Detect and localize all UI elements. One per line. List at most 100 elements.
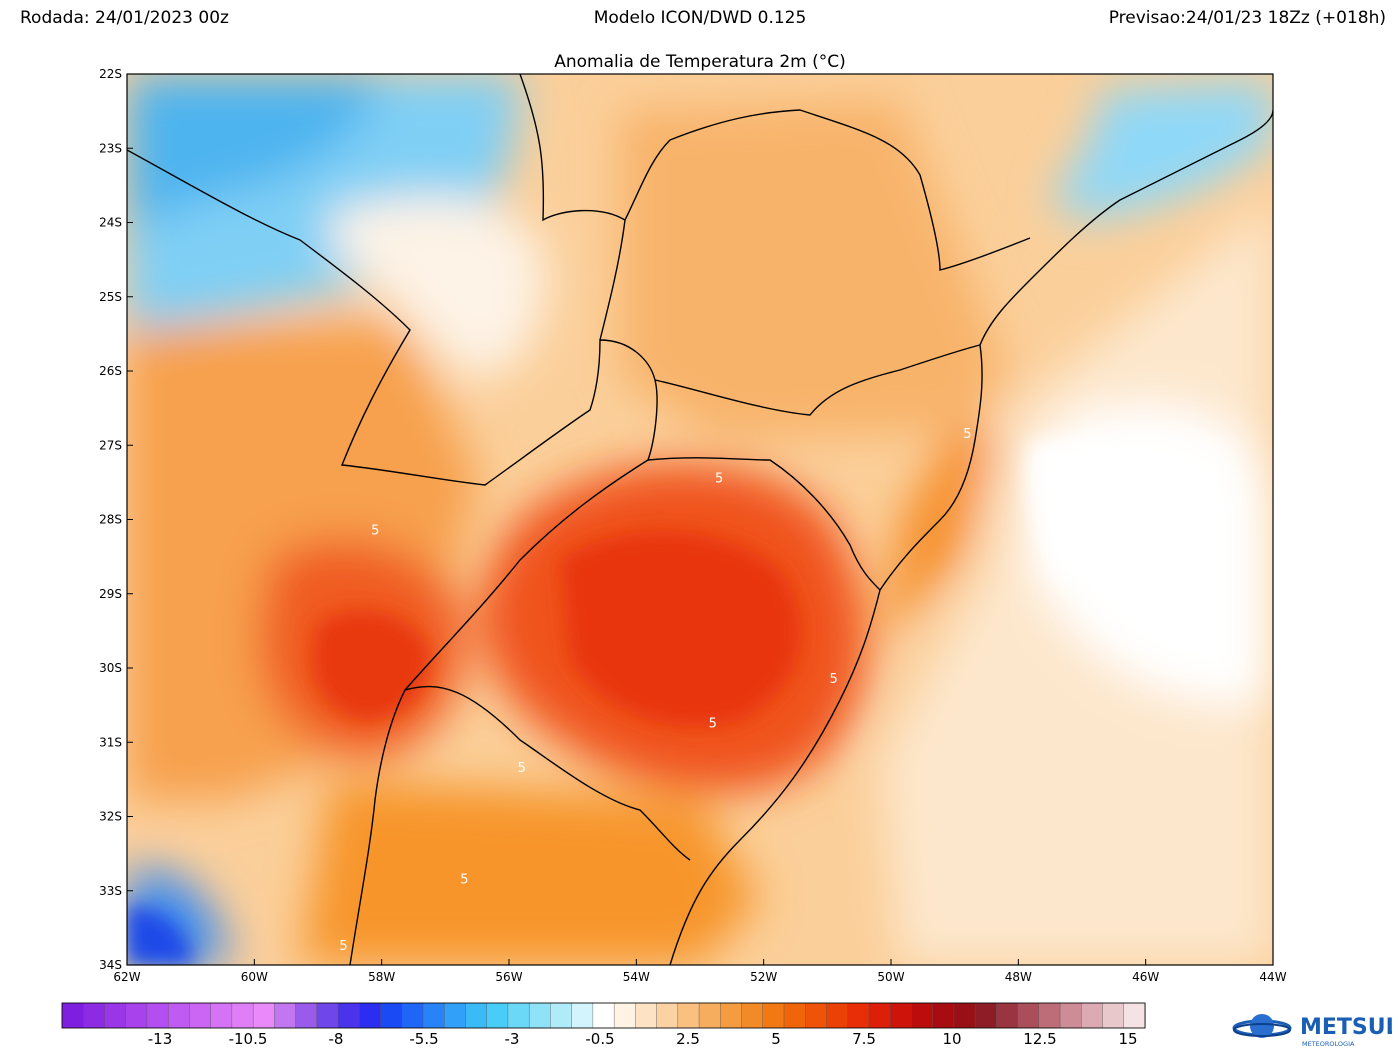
border-line-north [127,149,981,486]
colorbar-tick-label: -13 [148,1030,173,1048]
colorbar-swatch [528,1002,552,1029]
colorbar-swatch [444,1002,467,1029]
colorbar-swatch [550,1002,573,1029]
colder-northwest [127,74,380,230]
colorbar-swatch [167,1002,191,1029]
temperature-field [127,74,1273,965]
colorbar-swatch [953,1002,976,1029]
colorbar-swatch [592,1002,615,1029]
logo-text: METSUL [1300,1015,1392,1040]
colorbar-swatch [83,1002,106,1029]
contour-label: 5 [371,523,379,538]
colorbar-frame [61,1002,1146,1029]
contour-label: 5 [518,761,526,776]
colorbar-swatch [1059,1002,1082,1029]
colorbar-swatch [1102,1002,1125,1029]
colorbar-swatch [571,1002,594,1029]
colorbar-swatch [932,1002,955,1029]
contour-label: 5 [715,471,723,486]
border-line-rs-sc [646,379,881,591]
colorbar-swatch [996,1002,1019,1029]
colorbar-swatch [210,1002,233,1029]
model-name-label: Modelo ICON/DWD 0.125 [593,8,807,28]
logo-globe-icon [1250,1014,1274,1038]
colorbar-swatch [295,1002,318,1029]
colorbar [61,1002,1146,1029]
lon-tick-label: 54W [623,970,650,984]
colorbar-tick-label: -0.5 [585,1030,614,1048]
lat-tick-label: 32S [99,810,122,824]
colorbar-tick-label: 15 [1118,1030,1137,1048]
lon-tick-label: 46W [1132,970,1159,984]
lon-tick-label: 52W [750,970,777,984]
colorbar-swatch [380,1002,403,1029]
coldest-southwest [127,905,195,965]
latitude-axis: 22S 23S 24S 25S 26S 27S 28S 29S 30S 31S 32S 33S 34S [99,67,133,972]
colorbar-swatch [889,1002,913,1029]
lon-tick-label: 62W [113,970,140,984]
neutral-band [330,194,547,380]
colorbar-swatch [189,1002,212,1029]
colorbar-swatch [1081,1002,1104,1029]
colorbar-swatch [613,1002,636,1029]
colorbar-tick-labels: -13 -10.5 -8 -5.5 -3 -0.5 2.5 5 7.5 10 12.5 15 [148,1030,1138,1048]
warm-north [620,100,1010,440]
colorbar-swatch [359,1002,382,1029]
lat-tick-label: 27S [99,438,122,452]
colorbar-swatch [656,1002,679,1029]
colorbar-tick-label: 10 [942,1030,961,1048]
lat-tick-label: 31S [99,735,122,749]
lat-tick-label: 30S [99,661,122,675]
contour-label: 5 [339,939,347,954]
contour-label: 5 [709,716,717,731]
colorbar-swatch [1123,1002,1146,1029]
lat-tick-label: 25S [99,290,122,304]
colorbar-swatch [635,1002,658,1029]
lat-tick-label: 22S [99,67,122,81]
colorbar-swatch [465,1002,488,1029]
colorbar-swatch [422,1002,445,1029]
colorbar-swatch [805,1002,828,1029]
lon-tick-label: 56W [495,970,522,984]
colorbar-swatch [741,1002,764,1029]
lon-tick-label: 60W [241,970,268,984]
colorbar-swatch [337,1002,360,1029]
colorbar-swatch [720,1002,743,1029]
lat-tick-label: 28S [99,513,122,527]
colorbar-swatch [401,1002,424,1029]
hottest-core-east [560,531,801,727]
contour-label: 5 [460,872,468,887]
lat-tick-label: 26S [99,364,122,378]
border-line-rs-uruguay [404,685,691,861]
colorbar-swatch [868,1002,891,1029]
colorbar-swatch [231,1002,254,1029]
lat-tick-label: 29S [99,587,122,601]
border-line-ms-pr [599,219,626,341]
colorbar-swatch [316,1002,339,1029]
border-line-parana-sp [519,74,1031,271]
colorbar-swatch [125,1002,148,1029]
colorbar-tick-label: 2.5 [676,1030,700,1048]
contour-labels: 5 5 5 5 5 5 5 5 [339,427,971,954]
hottest-core-west [312,610,430,720]
colorbar-swatch [274,1002,297,1029]
metsul-logo: METSUL METEOROLOGIA [1232,1014,1392,1048]
colorbar-swatch [61,1002,84,1029]
colorbar-swatch [104,1002,127,1029]
colorbar-swatch [146,1002,169,1029]
colorbar-tick-label: -10.5 [229,1030,268,1048]
colorbar-tick-label: 12.5 [1023,1030,1056,1048]
lon-tick-label: 58W [368,970,395,984]
colorbar-swatch [507,1002,530,1029]
colorbar-tick-label: 5 [771,1030,781,1048]
ocean-white-core [1026,438,1200,588]
colorbar-swatch [486,1002,509,1029]
colorbar-tick-label: 7.5 [852,1030,876,1048]
lon-tick-label: 50W [877,970,904,984]
contour-label: 5 [830,672,838,687]
colorbar-swatch [826,1002,849,1029]
forecast-time-label: Previsao:24/01/23 18Zz (+018h) [1108,8,1386,28]
colorbar-swatch [847,1002,870,1029]
colorbar-swatch [783,1002,806,1029]
